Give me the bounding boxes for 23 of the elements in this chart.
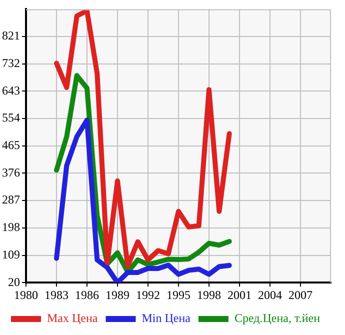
- y-tick-label: 20: [8, 274, 20, 289]
- x-tick-label: 1995: [166, 288, 190, 302]
- y-tick-label: 554: [2, 110, 20, 125]
- x-tick-label: 1986: [75, 288, 99, 302]
- x-tick-label: 1998: [197, 288, 221, 302]
- legend-label: Min Цена: [142, 311, 192, 326]
- y-tick-label: 643: [2, 83, 20, 98]
- x-tick-label: 1980: [14, 288, 38, 302]
- y-tick-label: 465: [2, 138, 20, 152]
- y-tick-label: 376: [2, 165, 20, 180]
- y-tick-label: 732: [2, 56, 20, 70]
- y-tick-label: 821: [2, 28, 20, 43]
- y-tick-label: 198: [2, 220, 20, 234]
- x-tick-label: 2001: [228, 288, 252, 302]
- x-tick-label: 2004: [258, 288, 282, 302]
- x-tick-label: 2007: [288, 288, 312, 302]
- x-tick-label: 1989: [106, 288, 130, 302]
- legend-label: Сред.Цена, т.йен: [234, 311, 321, 326]
- legend-label: Max Цена: [46, 311, 98, 326]
- y-tick-label: 109: [2, 247, 20, 262]
- x-tick-label: 1983: [44, 288, 68, 302]
- x-tick-label: 1992: [136, 288, 160, 302]
- y-tick-label: 287: [2, 192, 20, 207]
